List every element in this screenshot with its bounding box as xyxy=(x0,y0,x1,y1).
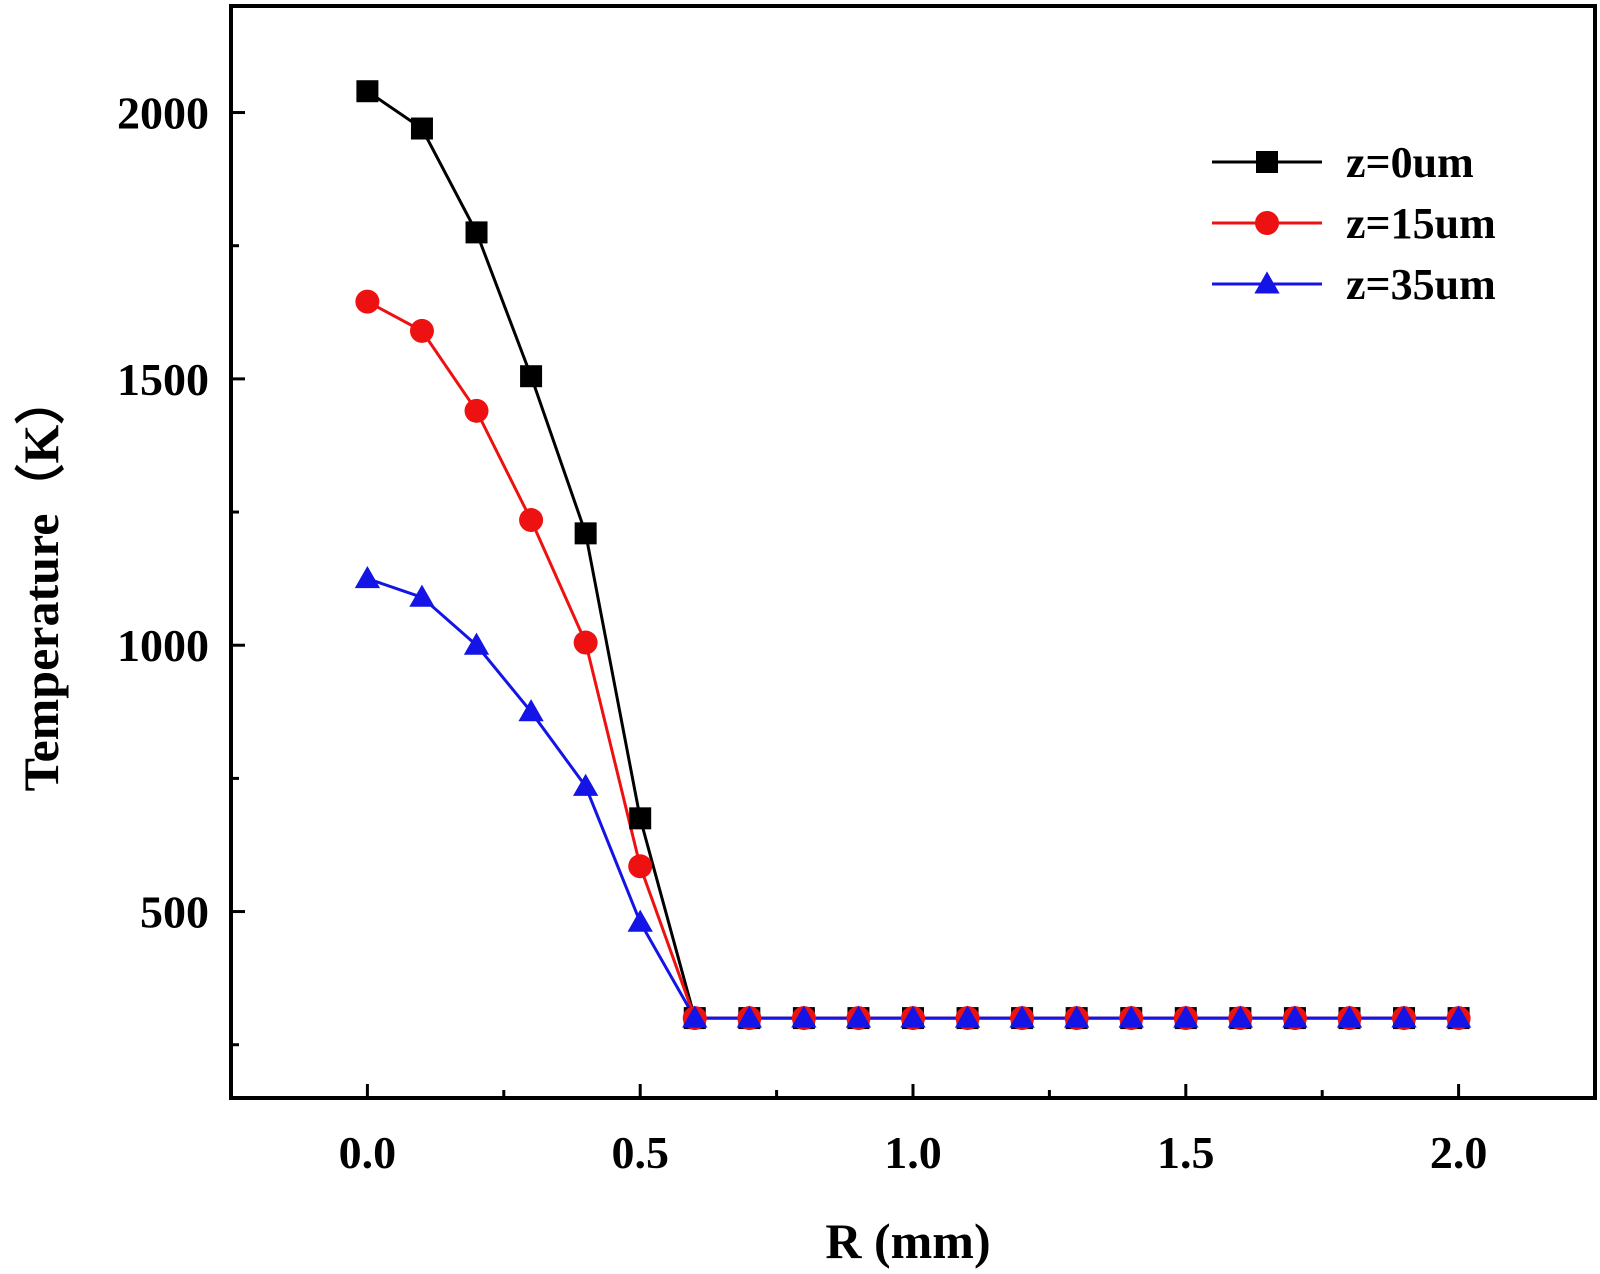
data-point-z=0um xyxy=(465,221,488,244)
data-point-z=15um xyxy=(355,289,380,314)
legend-marker-z=35um xyxy=(1254,271,1280,294)
series-line-z=35um xyxy=(366,577,1459,1020)
legend-label-z=15um: z=15um xyxy=(1346,199,1496,248)
series-line-z=0um xyxy=(366,89,1459,1020)
series-markers xyxy=(354,80,1472,1031)
x-axis-title: R (mm) xyxy=(825,1213,990,1269)
y-axis-title: Temperature（K） xyxy=(13,375,69,792)
data-point-z=35um xyxy=(354,565,381,589)
data-point-z=0um xyxy=(629,807,652,830)
data-point-z=35um xyxy=(845,1005,872,1028)
x-tick-label: 2.0 xyxy=(1430,1127,1488,1178)
x-tick-label: 1.5 xyxy=(1157,1127,1215,1178)
axis-ticks xyxy=(231,111,1461,1098)
data-point-z=35um xyxy=(1227,1005,1254,1028)
legend-label-z=0um: z=0um xyxy=(1346,138,1474,187)
data-point-z=35um xyxy=(1445,1005,1472,1028)
data-point-z=15um xyxy=(519,508,544,533)
data-point-z=35um xyxy=(900,1005,926,1028)
x-tick-label: 0.5 xyxy=(611,1127,669,1178)
y-tick-label: 1000 xyxy=(117,620,209,671)
data-point-z=15um xyxy=(573,630,598,655)
data-point-z=15um xyxy=(409,318,434,343)
data-point-z=35um xyxy=(572,773,599,796)
data-point-z=0um xyxy=(520,365,543,388)
data-point-z=0um xyxy=(356,80,379,103)
data-point-z=35um xyxy=(1009,1005,1035,1028)
x-tick-label: 0.0 xyxy=(339,1127,397,1178)
y-tick-label: 1500 xyxy=(117,354,209,405)
data-point-z=35um xyxy=(736,1005,762,1028)
y-tick-label: 2000 xyxy=(117,88,209,139)
data-point-z=35um xyxy=(627,909,653,932)
y-tick-labels: 500 1000 1500 2000 xyxy=(117,88,209,938)
data-point-z=0um xyxy=(574,522,597,545)
data-point-z=15um xyxy=(628,854,653,879)
series-lines xyxy=(366,89,1459,1020)
data-point-z=35um xyxy=(954,1005,981,1028)
legend: z=0um z=15um z=35um xyxy=(1212,138,1496,309)
data-point-z=35um xyxy=(1118,1005,1144,1028)
data-point-z=35um xyxy=(409,584,435,607)
data-point-z=35um xyxy=(463,632,490,655)
data-point-z=35um xyxy=(1391,1005,1417,1028)
x-tick-label: 1.0 xyxy=(884,1127,942,1178)
data-point-z=15um xyxy=(464,398,489,423)
legend-marker-z=15um xyxy=(1255,211,1279,235)
legend-marker-z=0um xyxy=(1256,151,1278,173)
x-tick-labels: 0.0 0.5 1.0 1.5 2.0 xyxy=(339,1127,1488,1178)
legend-label-z=35um: z=35um xyxy=(1346,260,1496,309)
data-point-z=35um xyxy=(1336,1005,1363,1028)
series-line-z=15um xyxy=(366,300,1459,1020)
data-point-z=35um xyxy=(518,699,544,722)
data-point-z=35um xyxy=(682,1005,708,1028)
data-point-z=35um xyxy=(1064,1005,1090,1028)
data-point-z=35um xyxy=(791,1005,817,1028)
y-tick-label: 500 xyxy=(140,887,209,938)
data-point-z=35um xyxy=(1282,1005,1308,1028)
data-point-z=0um xyxy=(410,117,433,140)
data-point-z=35um xyxy=(1173,1005,1199,1028)
